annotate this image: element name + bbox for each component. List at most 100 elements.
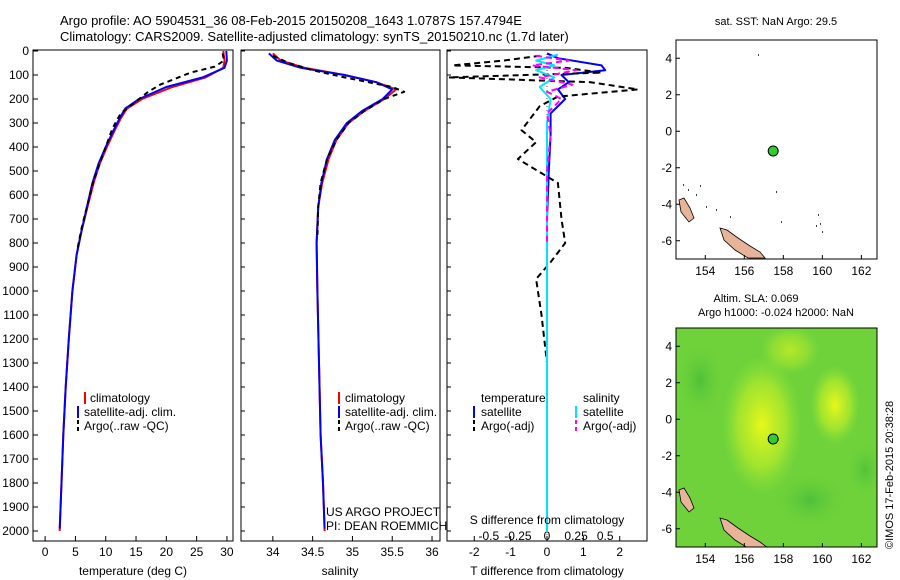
series-line-temperature-argo-adj [447, 54, 639, 364]
depth-tick-label: 1900 [2, 500, 29, 514]
depth-tick-label: 800 [9, 236, 29, 250]
map-y-tick-label: -6 [661, 234, 672, 248]
land-island-west [678, 487, 695, 513]
difference-s-tick-label: 0.5 [597, 529, 614, 543]
difference-panel: -2 -1 0 1 2 T difference from climatology S … [446, 49, 648, 578]
land-island-west [678, 197, 695, 223]
difference-s-tick-label: 0 [544, 529, 551, 543]
sla-low-south [770, 470, 850, 530]
map-x-tick-label: 160 [812, 552, 832, 566]
series-line-climatology [272, 52, 398, 532]
sla-map-frame [675, 327, 878, 548]
sla-low-east [845, 440, 877, 500]
legend-label-salinity-argo: Argo(-adj) [583, 419, 636, 433]
series-line-climatology [58, 50, 226, 532]
land-island-south [719, 227, 766, 259]
temperature-x-tick-label: 25 [190, 545, 204, 559]
difference-s-tick-label: -0.5 [478, 529, 499, 543]
legend-label-salinity-satellite: satellite [583, 405, 624, 419]
temperature-panel: 0 5 10 15 20 25 30 0 100 200 300 400 500 600 700 800 90… [2, 44, 451, 578]
sst-map-land [678, 54, 823, 259]
difference-x-tick-label: 0 [544, 545, 551, 559]
temperature-x-tick-label: 20 [160, 545, 174, 559]
temperature-x-tick-label: 30 [220, 545, 234, 559]
difference-x-tick-label: -2 [469, 545, 480, 559]
map-y-tick-label: 0 [665, 124, 672, 138]
difference-s-tick-label: 0.25 [564, 529, 588, 543]
salinity-legend: climatology satellite-adj. clim. Argo(..… [338, 391, 437, 433]
legend-label-argo: Argo(..raw -QC) [84, 419, 169, 433]
map-y-tick-label: 2 [665, 88, 672, 102]
map-x-tick-label: 162 [851, 552, 871, 566]
sst-map-title: sat. SST: NaN Argo: 29.5 [715, 16, 837, 28]
sla-high-east [810, 365, 860, 445]
legend-label-temperature-satellite: satellite [481, 405, 522, 419]
float-position-marker [767, 145, 779, 157]
salinity-x-tick-label: 36 [425, 545, 439, 559]
temperature-x-tick-label: 5 [72, 545, 79, 559]
depth-tick-label: 2000 [2, 524, 29, 538]
depth-tick-label: 1200 [2, 332, 29, 346]
legend-label-satellite: satellite-adj. clim. [84, 405, 176, 419]
series-line-temperature-satellite [546, 52, 607, 531]
map-y-tick-label: 4 [665, 339, 672, 353]
sst-map-panel: sat. SST: NaN Argo: 29.5 154 156 158 160 162… [661, 16, 878, 278]
depth-tick-label: 1300 [2, 356, 29, 370]
sla-high-north [760, 328, 820, 375]
depth-tick-label: 1800 [2, 476, 29, 490]
map-y-tick-label: -2 [661, 161, 672, 175]
depth-tick-label: 0 [22, 44, 29, 58]
difference-x-label: T difference from climatology [470, 564, 624, 578]
temperature-x-tick-label: 15 [129, 545, 143, 559]
salinity-plot-frame [240, 49, 441, 542]
map-y-tick-label: 4 [665, 51, 672, 65]
legend-title-temperature: temperature [481, 391, 546, 405]
series-line-salinity-satellite [535, 53, 559, 531]
float-position-marker [767, 433, 779, 445]
map-y-tick-label: -2 [661, 449, 672, 463]
temperature-legend: climatology satellite-adj. clim. Argo(..… [77, 391, 176, 433]
map-x-tick-label: 160 [812, 264, 832, 278]
depth-tick-label: 1400 [2, 380, 29, 394]
difference-x-tick-label: 2 [616, 545, 623, 559]
depth-tick-label: 900 [9, 260, 29, 274]
series-line-salinity-argo-adj [531, 54, 578, 243]
map-x-tick-label: 158 [773, 264, 793, 278]
depth-tick-label: 500 [9, 164, 29, 178]
sla-heatmap [676, 328, 877, 547]
temperature-plot-frame [32, 49, 234, 542]
difference-s-tick-label: -0.25 [504, 529, 532, 543]
legend-label-climatology: climatology [345, 391, 405, 405]
depth-tick-label: 1000 [2, 284, 29, 298]
sla-high-center [722, 355, 802, 495]
depth-tick-label: 1700 [2, 452, 29, 466]
sla-map-title-line2: Argo h1000: -0.024 h2000: NaN [698, 307, 854, 319]
temperature-x-label: temperature (deg C) [79, 564, 187, 578]
map-x-tick-label: 154 [695, 264, 715, 278]
difference-top-label: S difference from climatology [470, 513, 625, 527]
series-line-satellite-adj-clim [58, 50, 228, 529]
map-y-tick-label: 2 [665, 376, 672, 390]
legend-label-argo: Argo(..raw -QC) [345, 419, 430, 433]
map-y-tick-label: -4 [661, 197, 672, 211]
map-x-tick-label: 162 [851, 264, 871, 278]
map-x-tick-label: 156 [734, 552, 754, 566]
depth-tick-label: 600 [9, 188, 29, 202]
map-y-tick-label: -6 [661, 522, 672, 536]
reef-dots [683, 54, 823, 233]
depth-tick-label: 100 [9, 68, 29, 82]
header-title-line2: Climatology: CARS2009. Satellite-adjuste… [60, 29, 569, 44]
series-line-argo-raw-qc [272, 54, 406, 239]
sla-map-panel: Altim. SLA: 0.069 Argo h1000: -0.024 h20… [661, 293, 878, 566]
depth-tick-label: 400 [9, 140, 29, 154]
legend-label-temperature-argo: Argo(-adj) [481, 419, 534, 433]
map-x-tick-label: 158 [773, 552, 793, 566]
difference-x-tick-label: 1 [580, 545, 587, 559]
header-title-line1: Argo profile: AO 5904531_36 08-Feb-2015 … [60, 13, 522, 28]
series-line-argo-raw-qc [76, 53, 225, 251]
difference-legend: temperature satellite Argo(-adj) salinit… [473, 391, 636, 433]
depth-tick-label: 1100 [3, 308, 29, 322]
depth-tick-label: 700 [9, 212, 29, 226]
salinity-x-label: salinity [322, 564, 359, 578]
